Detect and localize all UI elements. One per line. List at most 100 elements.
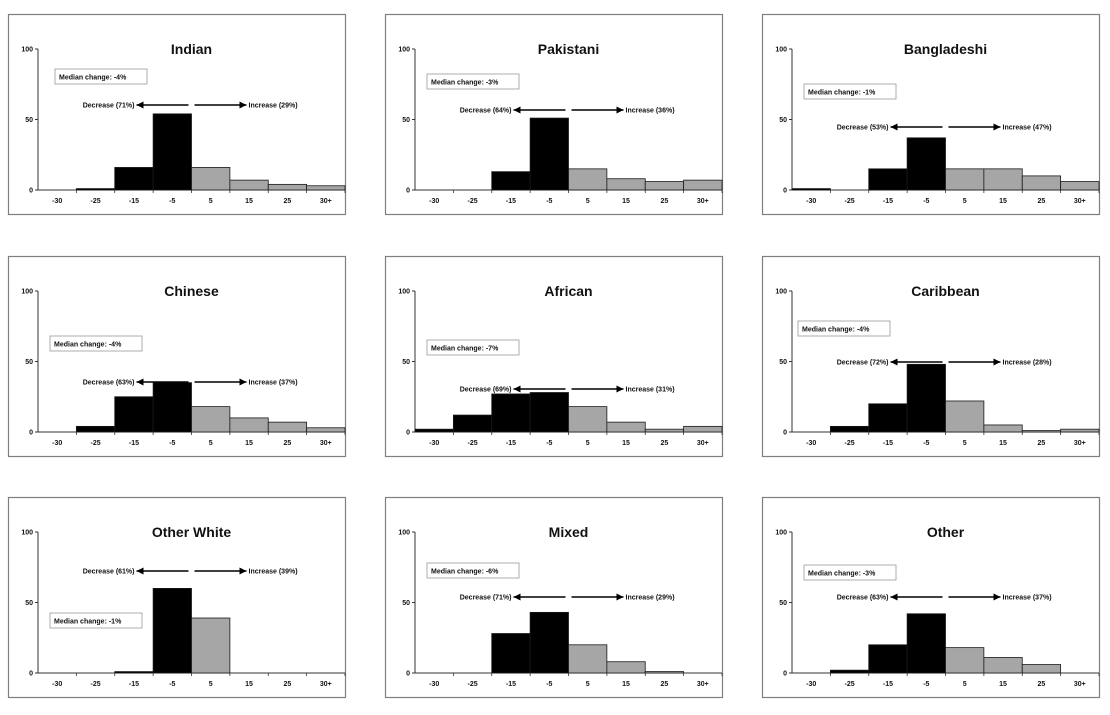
increase-label: Increase (37%) xyxy=(1003,595,1052,602)
increase-arrowhead xyxy=(616,593,624,601)
x-tick-label: -15 xyxy=(883,198,893,205)
x-tick-label: -30 xyxy=(806,198,816,205)
x-tick-label: 25 xyxy=(1038,198,1046,205)
x-tick-label: -5 xyxy=(546,681,552,688)
bar-30plus xyxy=(683,425,723,433)
x-tick-label: 5 xyxy=(586,681,590,688)
x-tick-label: 15 xyxy=(999,440,1007,447)
increase-arrowhead xyxy=(239,101,247,109)
x-tick-label: 25 xyxy=(661,440,669,447)
increase-label: Increase (39%) xyxy=(249,569,298,576)
decrease-label: Decrease (71%) xyxy=(83,103,135,110)
x-tick-label: 5 xyxy=(209,198,213,205)
chart-panel-other: 0 50 100 -30 -25 -15 -5 5 15 25 30+ Other Median cha… xyxy=(761,496,1110,715)
y-tick-label: 100 xyxy=(21,530,33,537)
decrease-arrowhead xyxy=(513,593,521,601)
bar-25 xyxy=(644,428,685,433)
x-tick-label: 5 xyxy=(209,681,213,688)
x-tick-label: -15 xyxy=(883,681,893,688)
bar-25 xyxy=(75,188,116,191)
y-tick-label: 0 xyxy=(783,671,787,678)
bar-15 xyxy=(983,424,1023,433)
chart-title: Other White xyxy=(152,524,232,540)
increase-arrowhead xyxy=(616,106,624,114)
decrease-arrowhead xyxy=(136,378,144,386)
x-tick-label: -30 xyxy=(52,681,62,688)
x-tick-label: -30 xyxy=(429,440,439,447)
chart-panel-other-white: 0 50 100 -30 -25 -15 -5 5 15 25 30+ Other White Medi… xyxy=(7,496,363,715)
chart-panel-bangladeshi: 0 50 100 -30 -25 -15 -5 5 15 25 30+ Bangladeshi Medi… xyxy=(761,13,1110,232)
bar-15 xyxy=(606,421,646,433)
median-change-label: Median change: -1% xyxy=(54,619,122,626)
y-tick-label: 100 xyxy=(398,530,410,537)
median-change-label: Median change: -6% xyxy=(431,569,499,576)
x-tick-label: 15 xyxy=(245,440,253,447)
median-change-label: Median change: -3% xyxy=(431,80,499,87)
bar-15 xyxy=(491,171,531,191)
bar-15 xyxy=(983,657,1023,674)
chart-title: African xyxy=(544,283,592,299)
bar-30 xyxy=(414,428,454,433)
bar-25 xyxy=(1021,175,1062,191)
bar-5 xyxy=(529,117,569,191)
bar-15 xyxy=(491,633,531,674)
bar-5 xyxy=(529,611,569,674)
chart-title: Other xyxy=(927,524,965,540)
x-tick-label: -25 xyxy=(845,681,855,688)
chart-title: Indian xyxy=(171,41,212,57)
chart-svg: 0 50 100 -30 -25 -15 -5 5 15 25 30+ African Median c… xyxy=(384,255,724,458)
x-tick-label: -30 xyxy=(806,681,816,688)
x-tick-label: 15 xyxy=(622,440,630,447)
median-change-label: Median change: -7% xyxy=(431,346,499,353)
bar-15 xyxy=(114,396,154,433)
increase-arrowhead xyxy=(993,123,1001,131)
x-tick-label: -15 xyxy=(129,198,139,205)
bar-5 xyxy=(191,167,231,191)
x-tick-label: -5 xyxy=(923,440,929,447)
increase-label: Increase (47%) xyxy=(1003,125,1052,132)
bar-30plus xyxy=(1060,181,1100,191)
bar-30plus xyxy=(1060,428,1100,433)
bar-25 xyxy=(644,181,685,191)
y-tick-label: 0 xyxy=(29,430,33,437)
bar-5 xyxy=(568,406,608,433)
y-tick-label: 0 xyxy=(783,188,787,195)
x-tick-label: 25 xyxy=(284,198,292,205)
bar-25 xyxy=(1021,430,1062,433)
bar-15 xyxy=(868,403,908,433)
x-tick-label: 15 xyxy=(622,681,630,688)
x-tick-label: -25 xyxy=(91,681,101,688)
decrease-label: Decrease (69%) xyxy=(460,387,512,394)
x-tick-label: 30+ xyxy=(1074,198,1086,205)
chart-panel-indian: 0 50 100 -30 -25 -15 -5 5 15 25 30+ Indian Median ch… xyxy=(7,13,363,232)
x-tick-label: -25 xyxy=(91,440,101,447)
median-change-label: Median change: -3% xyxy=(808,571,876,578)
x-tick-label: 30+ xyxy=(320,440,332,447)
x-tick-label: -25 xyxy=(468,198,478,205)
decrease-arrowhead xyxy=(890,358,898,366)
x-tick-label: -15 xyxy=(129,681,139,688)
x-tick-label: 5 xyxy=(209,440,213,447)
y-tick-label: 50 xyxy=(779,359,787,366)
increase-arrowhead xyxy=(616,385,624,393)
median-change-box xyxy=(797,320,891,337)
y-tick-label: 50 xyxy=(402,117,410,124)
chart-svg: 0 50 100 -30 -25 -15 -5 5 15 25 30+ Caribbean Median… xyxy=(761,255,1101,458)
chart-svg: 0 50 100 -30 -25 -15 -5 5 15 25 30+ Other White Medi… xyxy=(7,496,347,699)
y-tick-label: 50 xyxy=(25,600,33,607)
decrease-label: Decrease (71%) xyxy=(460,595,512,602)
chart-svg: 0 50 100 -30 -25 -15 -5 5 15 25 30+ Bangladeshi Medi… xyxy=(761,13,1101,216)
bar-25 xyxy=(75,425,116,433)
chart-title: Mixed xyxy=(549,524,589,540)
x-tick-label: 15 xyxy=(245,681,253,688)
decrease-label: Decrease (63%) xyxy=(83,380,135,387)
chart-panel-caribbean: 0 50 100 -30 -25 -15 -5 5 15 25 30+ Caribbean Median… xyxy=(761,255,1110,474)
y-tick-label: 100 xyxy=(398,289,410,296)
bar-25 xyxy=(644,671,685,674)
bar-15 xyxy=(606,178,646,191)
bar-5 xyxy=(529,392,569,433)
x-tick-label: 30+ xyxy=(697,681,709,688)
chart-title: Pakistani xyxy=(538,41,599,57)
x-tick-label: 30+ xyxy=(697,198,709,205)
